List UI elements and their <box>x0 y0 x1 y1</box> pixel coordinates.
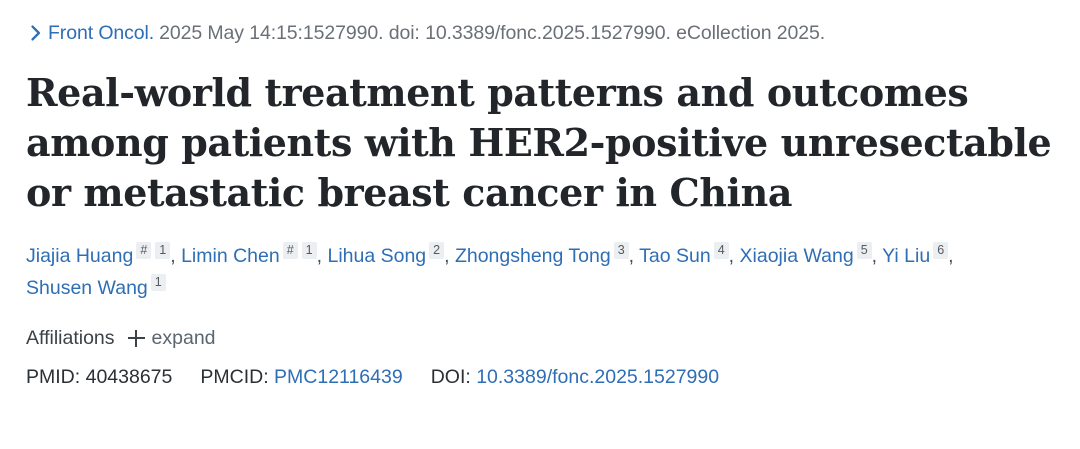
author-separator: , <box>728 245 740 267</box>
author-list: Jiajia Huang #1, Limin Chen #1, Lihua Song… <box>26 240 1054 304</box>
author-separator: , <box>948 245 954 267</box>
affiliations-label: Affiliations <box>26 327 115 349</box>
author-separator: , <box>170 245 182 267</box>
author-affiliation-marker[interactable]: 5 <box>856 241 872 259</box>
author-separator: , <box>444 245 455 267</box>
identifier-item: PMCID: PMC12116439 <box>200 364 402 390</box>
author-link[interactable]: Yi Liu <box>882 245 931 267</box>
citation-details: 2025 May 14:15:1527990. doi: 10.3389/fon… <box>159 22 826 44</box>
expand-affiliations-button[interactable]: expand <box>127 325 216 351</box>
author-separator: , <box>316 245 328 267</box>
author-link[interactable]: Shusen Wang <box>26 277 148 299</box>
identifier-label: DOI: <box>430 366 471 388</box>
identifier-item: PMID: 40438675 <box>26 364 172 390</box>
author-separator: , <box>628 245 640 267</box>
expand-label: expand <box>151 327 216 349</box>
identifier-label: PMCID: <box>200 366 269 388</box>
author-contrib-marker[interactable]: # <box>282 241 298 259</box>
identifier-value[interactable]: PMC12116439 <box>274 366 403 388</box>
identifier-value[interactable]: 10.3389/fonc.2025.1527990 <box>476 366 720 388</box>
author-separator: , <box>871 245 883 267</box>
identifier-value: 40438675 <box>85 366 173 388</box>
author-link[interactable]: Xiaojia Wang <box>739 245 854 267</box>
author-affiliation-marker[interactable]: 1 <box>155 241 171 259</box>
author-affiliation-marker[interactable]: 3 <box>613 241 629 259</box>
plus-icon <box>127 329 145 347</box>
author-link[interactable]: Zhongsheng Tong <box>454 245 611 267</box>
author-contrib-marker[interactable]: # <box>136 241 152 259</box>
author-link[interactable]: Jiajia Huang <box>26 245 134 267</box>
author-affiliation-marker[interactable]: 6 <box>933 241 949 259</box>
author-affiliation-marker[interactable]: 1 <box>150 273 166 291</box>
identifier-label: PMID: <box>26 366 81 388</box>
affiliations-row: Affiliations expand <box>26 325 1054 351</box>
author-link[interactable]: Limin Chen <box>181 245 280 267</box>
identifier-item: DOI: 10.3389/fonc.2025.1527990 <box>431 364 719 390</box>
author-affiliation-marker[interactable]: 2 <box>429 241 445 259</box>
identifiers-row: PMID: 40438675 PMCID: PMC12116439 DOI: 10.… <box>26 364 1054 390</box>
journal-link[interactable]: Front Oncol. <box>48 22 155 44</box>
author-affiliation-marker[interactable]: 4 <box>713 241 729 259</box>
author-link[interactable]: Lihua Song <box>327 245 427 267</box>
citation-line: Front Oncol. 2025 May 14:15:1527990. doi… <box>26 0 1054 46</box>
chevron-right-icon[interactable] <box>26 23 46 43</box>
page-title: Real-world treatment patterns and outcom… <box>26 70 1052 215</box>
author-link[interactable]: Tao Sun <box>639 245 711 267</box>
author-affiliation-marker[interactable]: 1 <box>301 241 317 259</box>
